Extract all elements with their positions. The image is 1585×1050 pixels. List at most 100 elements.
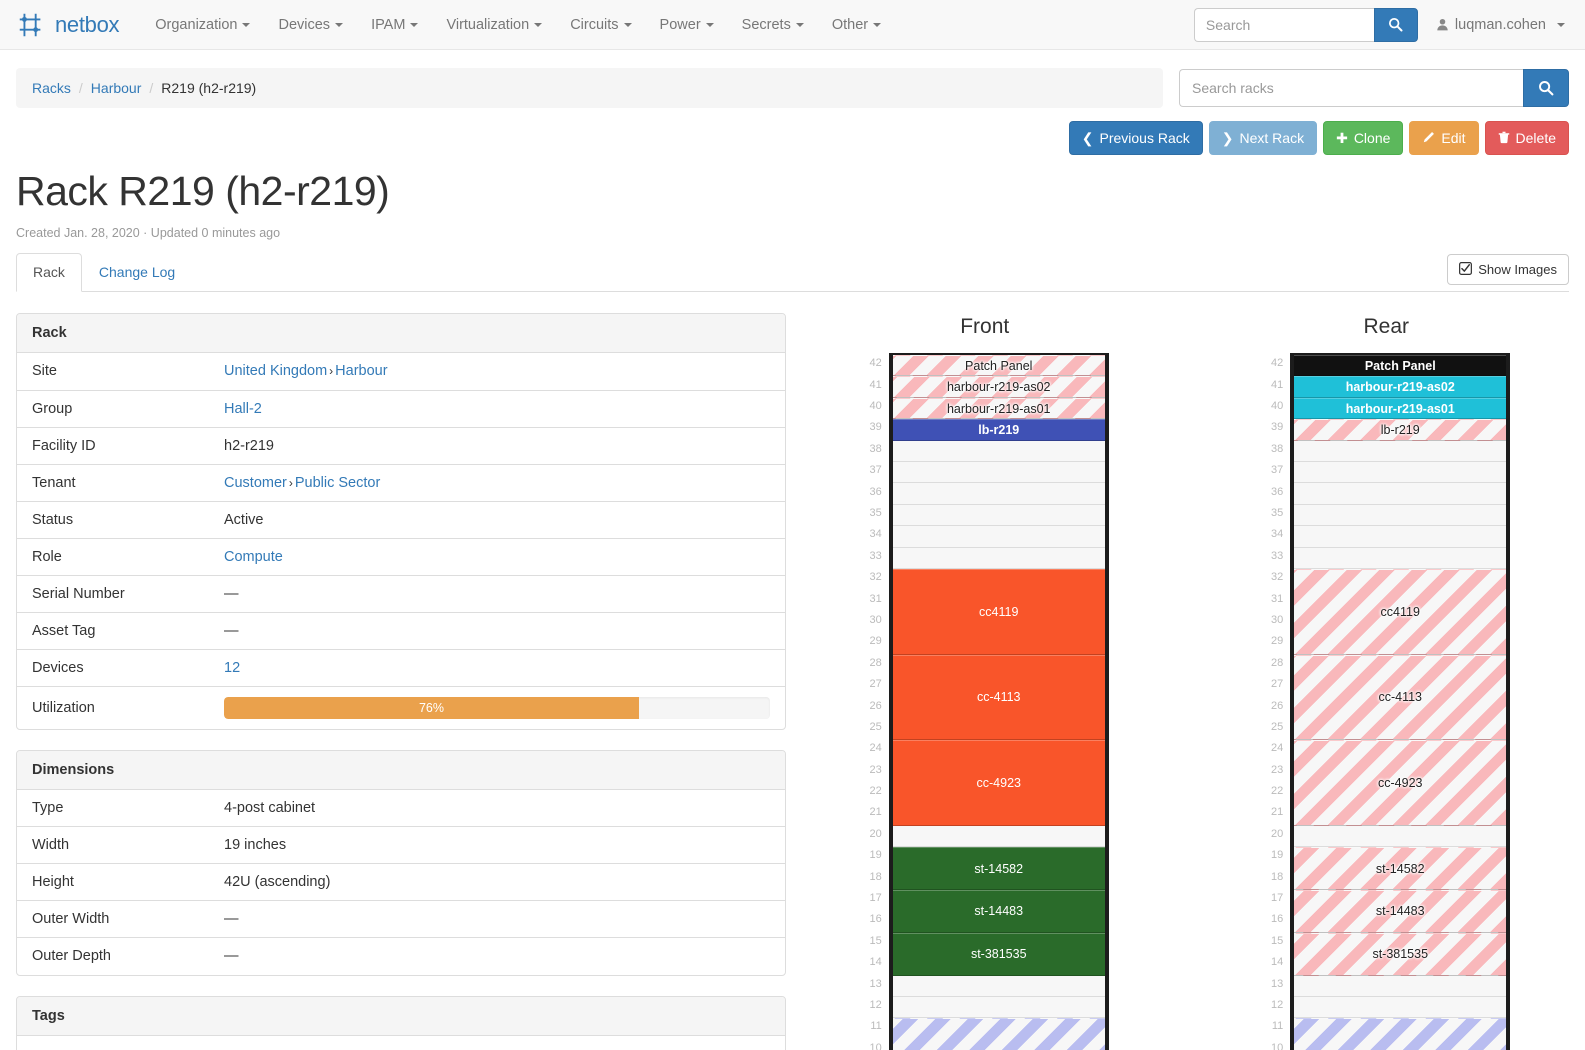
- rack-empty-unit[interactable]: [893, 483, 1105, 504]
- rack-device-cc-4923[interactable]: cc-4923: [1294, 740, 1506, 826]
- rack-device-harbour-r219-as01[interactable]: harbour-r219-as01: [893, 398, 1105, 419]
- rack-unit-number: 17: [870, 888, 882, 909]
- rack-device-patch-panel[interactable]: Patch Panel: [893, 355, 1105, 376]
- nav-item-circuits[interactable]: Circuits: [556, 0, 645, 50]
- rack-device-harbour-r219-as01[interactable]: harbour-r219-as01: [1294, 398, 1506, 419]
- rack-unit-number: 18: [870, 866, 882, 887]
- rack-device-lb-r219[interactable]: lb-r219: [893, 419, 1105, 440]
- rack-empty-unit[interactable]: [1294, 975, 1506, 996]
- rack-device-cc4119[interactable]: cc4119: [893, 569, 1105, 655]
- tab-change-log[interactable]: Change Log: [82, 253, 192, 293]
- rack-unit-number: 32: [1271, 567, 1283, 588]
- rack-device-label: st-14582: [974, 862, 1023, 876]
- rack-unit-number: 15: [1271, 931, 1283, 952]
- rack-unit-number: 16: [1271, 909, 1283, 930]
- tenant-link[interactable]: Public Sector: [295, 475, 380, 491]
- rack-device-patch-panel[interactable]: Patch Panel: [1294, 355, 1506, 376]
- rack-unit-number: 42: [1271, 353, 1283, 374]
- rack-empty-unit[interactable]: [1294, 997, 1506, 1018]
- rack-device-unlabeled[interactable]: [893, 1018, 1105, 1050]
- rack-empty-unit[interactable]: [893, 462, 1105, 483]
- tags-panel-title: Tags: [17, 997, 785, 1036]
- rack-device-st-14582[interactable]: st-14582: [893, 847, 1105, 890]
- rack-empty-unit[interactable]: [1294, 441, 1506, 462]
- rack-empty-unit[interactable]: [893, 526, 1105, 547]
- global-search-input[interactable]: [1194, 8, 1374, 42]
- nav-item-other[interactable]: Other: [818, 0, 895, 50]
- rack-search-input[interactable]: [1179, 69, 1523, 107]
- table-row: Facility ID h2-r219: [17, 427, 785, 464]
- rack-unit-number: 30: [1271, 610, 1283, 631]
- rack-empty-unit[interactable]: [1294, 548, 1506, 569]
- role-link[interactable]: Compute: [224, 549, 283, 565]
- rack-empty-unit[interactable]: [893, 505, 1105, 526]
- rack-empty-unit[interactable]: [1294, 483, 1506, 504]
- next-rack-button[interactable]: ❯ Next Rack: [1209, 121, 1317, 155]
- edit-button[interactable]: Edit: [1409, 121, 1478, 155]
- rack-unit-number: 23: [1271, 760, 1283, 781]
- nav-item-power[interactable]: Power: [646, 0, 728, 50]
- rack-device-cc-4113[interactable]: cc-4113: [893, 655, 1105, 741]
- rack-empty-unit[interactable]: [893, 975, 1105, 996]
- row-value-outer-depth: —: [209, 938, 785, 975]
- group-link[interactable]: Hall-2: [224, 401, 262, 417]
- chevron-down-icon: [796, 23, 804, 27]
- rack-device-cc-4113[interactable]: cc-4113: [1294, 655, 1506, 741]
- rack-empty-unit[interactable]: [893, 997, 1105, 1018]
- rack-device-label: st-381535: [1372, 947, 1428, 961]
- rack-device-st-14483[interactable]: st-14483: [1294, 890, 1506, 933]
- site-link[interactable]: Harbour: [335, 363, 387, 379]
- rack-empty-unit[interactable]: [893, 441, 1105, 462]
- rack-device-st-14582[interactable]: st-14582: [1294, 847, 1506, 890]
- rack-empty-unit[interactable]: [893, 826, 1105, 847]
- rack-empty-unit[interactable]: [1294, 505, 1506, 526]
- rack-device-lb-r219[interactable]: lb-r219: [1294, 419, 1506, 440]
- delete-button[interactable]: Delete: [1485, 121, 1569, 155]
- nav-item-secrets[interactable]: Secrets: [728, 0, 818, 50]
- tenant-group-link[interactable]: Customer: [224, 475, 287, 491]
- show-images-label: Show Images: [1478, 263, 1557, 276]
- show-images-toggle[interactable]: Show Images: [1447, 254, 1569, 285]
- chevron-down-icon: [335, 23, 343, 27]
- nav-item-virtualization[interactable]: Virtualization: [432, 0, 556, 50]
- search-icon: [1388, 17, 1403, 32]
- breadcrumb-item-racks[interactable]: Racks: [32, 80, 71, 96]
- rack-device-st-381535[interactable]: st-381535: [893, 933, 1105, 976]
- rack-device-st-14483[interactable]: st-14483: [893, 890, 1105, 933]
- rack-unit-number: 16: [870, 909, 882, 930]
- rack-unit-number: 18: [1271, 866, 1283, 887]
- rack-empty-unit[interactable]: [893, 548, 1105, 569]
- rack-empty-unit[interactable]: [1294, 826, 1506, 847]
- global-search-button[interactable]: [1374, 8, 1418, 42]
- nav-item-ipam[interactable]: IPAM: [357, 0, 432, 50]
- clone-button[interactable]: ✚ Clone: [1323, 121, 1403, 155]
- breadcrumb-item-harbour[interactable]: Harbour: [91, 80, 142, 96]
- site-region-link[interactable]: United Kingdom: [224, 363, 327, 379]
- rack-device-harbour-r219-as02[interactable]: harbour-r219-as02: [893, 376, 1105, 397]
- rack-device-st-381535[interactable]: st-381535: [1294, 933, 1506, 976]
- rack-device-harbour-r219-as02[interactable]: harbour-r219-as02: [1294, 376, 1506, 397]
- rack-device-cc-4923[interactable]: cc-4923: [893, 740, 1105, 826]
- rack-search-button[interactable]: [1523, 69, 1569, 107]
- rack-device-unlabeled[interactable]: [1294, 1018, 1506, 1050]
- devices-count-link[interactable]: 12: [224, 660, 240, 676]
- rack-unit-number: 34: [1271, 524, 1283, 545]
- netbox-logo-link[interactable]: netbox: [16, 10, 119, 40]
- nav-label-circuits: Circuits: [570, 17, 618, 33]
- row-label-asset-tag: Asset Tag: [17, 612, 209, 649]
- row-label-site: Site: [17, 353, 209, 390]
- row-value-serial-number: —: [209, 575, 785, 612]
- breadcrumb-row: Racks / Harbour / R219 (h2-r219): [16, 50, 1569, 108]
- nav-item-devices[interactable]: Devices: [264, 0, 357, 50]
- previous-rack-button[interactable]: ❮ Previous Rack: [1069, 121, 1203, 155]
- tab-rack[interactable]: Rack: [16, 253, 82, 293]
- netbox-logo-icon: [16, 10, 46, 40]
- rack-device-cc4119[interactable]: cc4119: [1294, 569, 1506, 655]
- rack-empty-unit[interactable]: [1294, 526, 1506, 547]
- rack-empty-unit[interactable]: [1294, 462, 1506, 483]
- user-menu[interactable]: luqman.cohen: [1436, 17, 1569, 33]
- nav-item-organization[interactable]: Organization: [141, 0, 264, 50]
- rack-unit-number: 35: [1271, 503, 1283, 524]
- rack-unit-number: 38: [870, 439, 882, 460]
- rack-unit-number: 19: [1271, 845, 1283, 866]
